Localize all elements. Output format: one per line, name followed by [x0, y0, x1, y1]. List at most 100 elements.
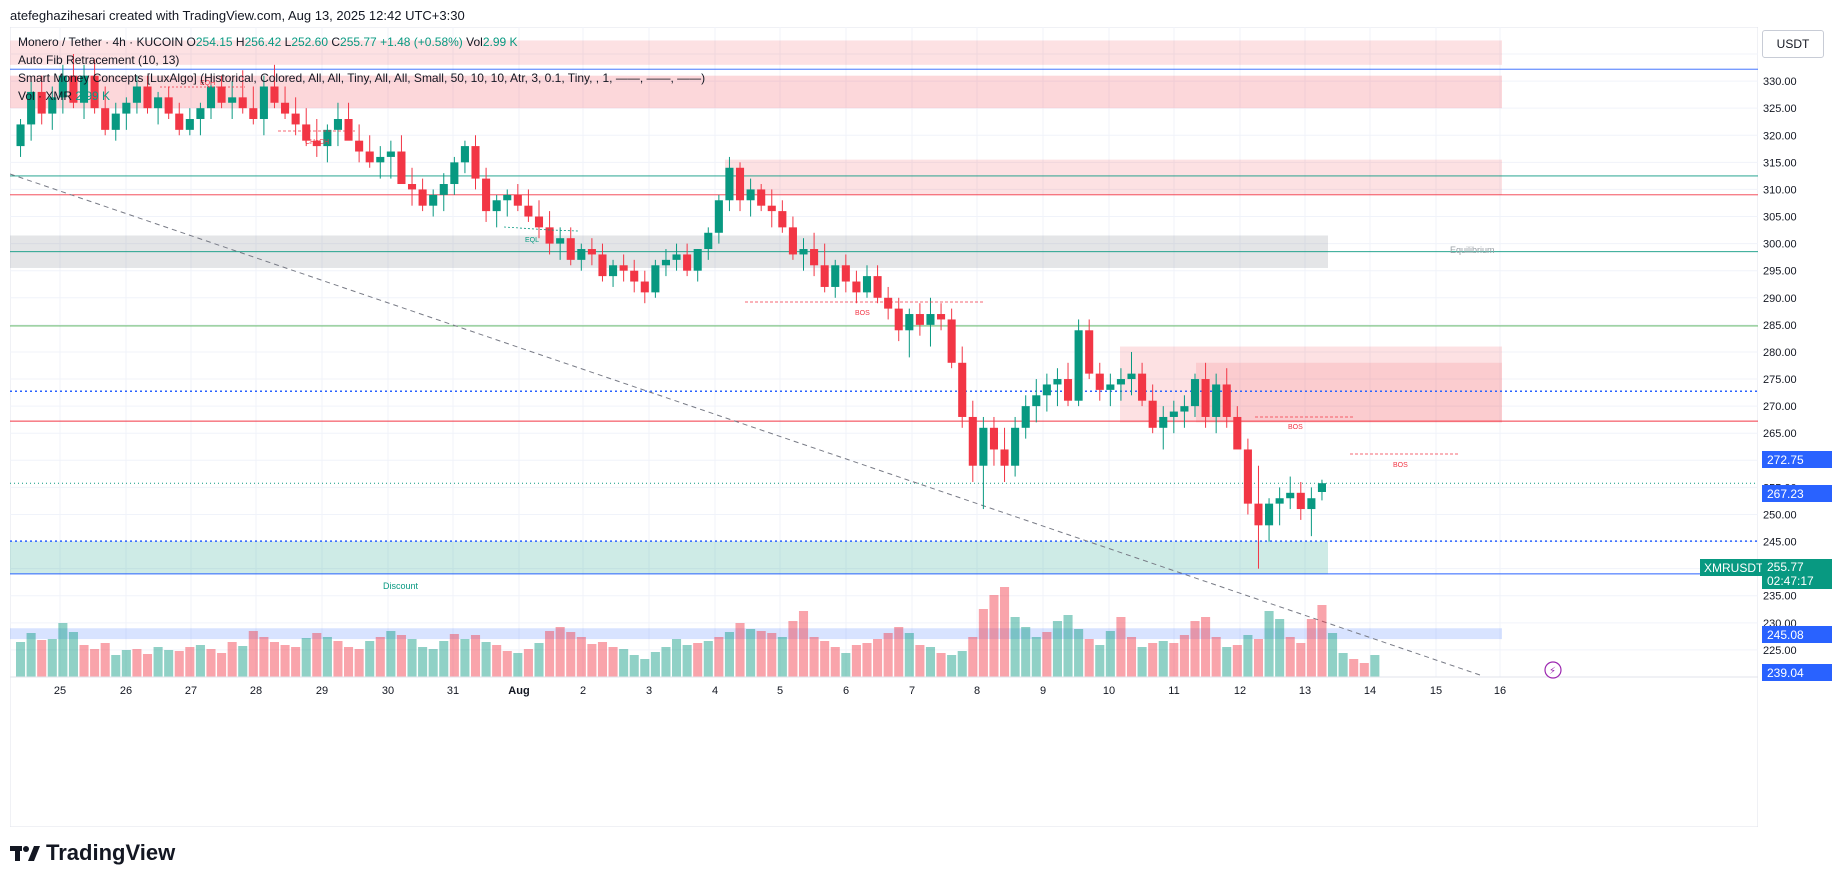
x-tick-label: 29 — [316, 685, 328, 697]
volume-bar — [111, 655, 121, 677]
candle-body — [471, 146, 480, 179]
volume-bar — [576, 637, 586, 677]
candle-body — [810, 249, 819, 266]
candle-body — [1116, 379, 1125, 385]
candle-body — [1243, 449, 1252, 504]
replay-lightning-icon[interactable] — [1544, 661, 1562, 679]
high-label: H — [235, 35, 245, 49]
candle-body — [281, 102, 290, 114]
x-tick-label: 7 — [909, 685, 915, 697]
candle-body — [238, 97, 247, 109]
candle-body — [577, 249, 586, 260]
indicator-fib[interactable]: Auto Fib Retracement (10, 13) — [18, 53, 180, 67]
volume-bar — [1190, 621, 1200, 677]
candle-body — [661, 259, 670, 266]
candle-body — [926, 314, 935, 325]
price-chart[interactable]: EQH CHoCH EQL BOS BOS BOS Equilibrium Di… — [10, 27, 1758, 827]
candle-body — [1106, 384, 1115, 390]
volume-bar — [121, 650, 131, 677]
tradingview-logo[interactable]: TradingView — [10, 840, 175, 866]
volume-bar — [566, 632, 576, 677]
candle-body — [1138, 373, 1147, 401]
volume-bar — [1285, 637, 1295, 677]
volume-bar — [1021, 627, 1031, 677]
volume-bar — [1042, 632, 1052, 677]
x-tick-label: Aug — [508, 685, 529, 697]
candle-body — [1000, 449, 1009, 466]
candle-body — [460, 146, 469, 163]
candle-body — [587, 249, 596, 255]
indicator-volume[interactable]: Vol · XMR 2.99 K — [18, 87, 705, 105]
candle-body — [640, 281, 649, 293]
x-tick-label: 8 — [974, 685, 980, 697]
open-label: O — [186, 35, 196, 49]
volume-bar — [1338, 653, 1348, 677]
volume-bar — [968, 637, 978, 677]
indicator-smc[interactable]: Smart Money Concepts [LuxAlgo] (Historic… — [18, 71, 706, 85]
candle-body — [1042, 384, 1051, 396]
candle-body — [355, 140, 364, 152]
y-tick-label: 315.00 — [1763, 157, 1797, 169]
candle-body — [1148, 400, 1157, 428]
volume-bar — [672, 639, 682, 677]
x-tick-label: 15 — [1430, 685, 1442, 697]
x-tick-label: 25 — [54, 685, 66, 697]
candle-body — [683, 254, 692, 271]
volume-bar — [619, 649, 629, 677]
volume-bar — [26, 633, 36, 677]
fib-value: 267.23 — [1767, 486, 1804, 501]
trendline[interactable] — [10, 173, 1481, 676]
price-axis[interactable]: 335.00330.00325.00320.00315.00310.00305.… — [1758, 27, 1835, 827]
volume-bar — [830, 647, 840, 677]
candle-body — [735, 167, 745, 201]
candle-body — [884, 297, 893, 309]
volume-bar — [37, 640, 47, 677]
supply-zone-1 — [10, 75, 1502, 109]
volume-bar — [661, 647, 671, 677]
volume-bar — [1328, 633, 1338, 677]
candle-body — [249, 108, 258, 120]
eqh-label: EQH — [200, 80, 215, 87]
volume-bar — [301, 638, 311, 677]
candle-body — [1286, 492, 1295, 499]
currency-selector[interactable]: USDT — [1762, 30, 1824, 58]
volume-bar — [142, 654, 153, 677]
volume-bar — [291, 647, 301, 677]
candle-body — [143, 86, 152, 109]
low-label: L — [284, 35, 292, 49]
volume-bar — [460, 639, 470, 677]
candle-body — [1307, 498, 1316, 510]
candle-body — [767, 205, 776, 212]
volume-bar — [1211, 637, 1221, 677]
candle-body — [1233, 416, 1242, 450]
volume-bar — [365, 641, 375, 677]
volume-bar — [164, 650, 174, 677]
volume-bar — [650, 652, 660, 677]
candle-body — [619, 265, 628, 271]
candle-body — [1254, 503, 1263, 526]
candle-body — [841, 265, 850, 282]
symbol-title[interactable]: Monero / Tether · 4h · KUCOIN — [18, 35, 184, 49]
candle-body — [79, 75, 89, 103]
candle-body — [101, 108, 110, 130]
y-tick-label: 275.00 — [1763, 374, 1797, 386]
volume-bar — [100, 643, 110, 677]
x-tick-label: 9 — [1040, 685, 1046, 697]
candle-body — [566, 238, 575, 260]
volume-bar — [957, 651, 967, 677]
candle-body — [1159, 416, 1168, 428]
volume-bar — [1169, 643, 1179, 677]
volume-bar — [862, 643, 872, 677]
candle-body — [651, 265, 660, 293]
candle-body — [175, 113, 184, 130]
volume-bar — [894, 627, 904, 677]
volume-bar — [682, 645, 692, 677]
y-tick-label: 300.00 — [1763, 239, 1797, 251]
volume-bar — [280, 645, 290, 677]
symbol-row[interactable]: Monero / Tether · 4h · KUCOIN O254.15 H2… — [18, 33, 705, 51]
y-tick-label: 290.00 — [1763, 293, 1797, 305]
volume-bar — [523, 649, 533, 677]
close-label: C — [331, 35, 341, 49]
candle-body — [312, 140, 321, 147]
volume-bar — [344, 647, 354, 677]
